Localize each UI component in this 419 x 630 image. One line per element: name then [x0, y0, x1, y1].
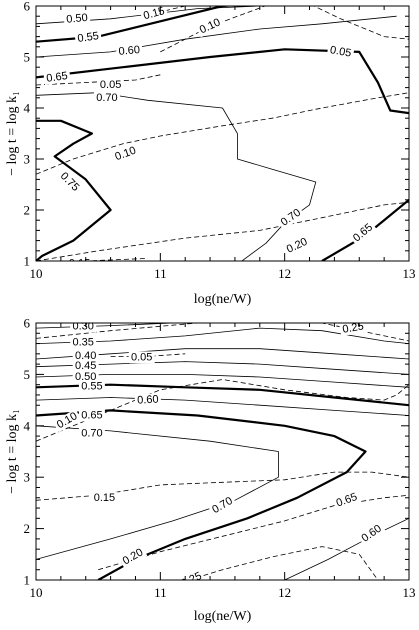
contour-label: 0.45: [75, 360, 96, 372]
contour-line-005-5: [110, 353, 186, 357]
contour-line-025-1: [36, 323, 203, 339]
contour-plot-bottom: 0.30 0.250.350.40 0.050.450.500.550.600.10…: [5, 316, 416, 625]
contour-label: 0.60: [137, 394, 159, 407]
contour-line-065-6: [36, 48, 409, 115]
contour-line-060-15: [284, 517, 409, 580]
contour-line-030-0: [36, 323, 181, 329]
contour-label: 0.30: [72, 321, 93, 333]
x-tick-label: 11: [154, 585, 167, 600]
y-tick-label: 4: [24, 418, 31, 433]
contour-line-070-12: [36, 425, 279, 560]
contour-line-020-14: [98, 494, 409, 571]
x-tick-label: 13: [403, 266, 416, 281]
contour-line-070-8: [36, 92, 317, 261]
contour-plot-top: 0.50 0.150.550.100.60 0.050.650.050.700.10…: [5, 0, 416, 307]
contour-line-010-2: [160, 6, 267, 53]
y-tick-label: 3: [24, 470, 31, 485]
y-tick-label: 6: [24, 0, 31, 14]
y-tick-label: 2: [24, 521, 31, 536]
contour-label: 0.15: [94, 492, 115, 504]
x-tick-label: 10: [30, 585, 43, 600]
contour-label: 0.65: [81, 410, 102, 422]
contour-label: 0.60: [118, 44, 140, 58]
contour-line-065-11: [36, 409, 367, 580]
contour-label: 0.05: [131, 351, 152, 363]
contour-label: 0.65: [335, 491, 359, 510]
contour-line-035-3: [36, 327, 409, 344]
y-tick-label: 2: [24, 203, 31, 218]
contour-label: 0.70: [81, 428, 102, 440]
contour-label: 0.05: [329, 44, 352, 60]
y-axis-label: − log t = log k₁: [5, 91, 20, 176]
y-tick-label: 6: [24, 316, 31, 331]
contour-label: 0.40: [75, 350, 96, 362]
contour-line-015-13: [78, 258, 148, 261]
contour-line-010-10: [36, 92, 409, 175]
contour-label: 0.35: [72, 337, 93, 349]
contour-label: 0.10: [113, 145, 137, 164]
x-axis-label: log(ne/W): [194, 292, 252, 307]
contour-label: 0.50: [75, 371, 96, 383]
contour-label: 0.55: [77, 30, 100, 45]
y-tick-label: 5: [24, 50, 31, 65]
contour-label: 0.15: [69, 258, 90, 270]
contour-label: 0.65: [46, 70, 69, 85]
x-axis-label: log(ne/W): [194, 609, 252, 624]
contour-line-075-9: [36, 119, 112, 261]
contour-line-060-4: [36, 15, 397, 58]
y-axis-label: − log t = log k₁: [5, 409, 20, 494]
contour-label: 0.55: [81, 381, 102, 393]
contour-line-025-2: [319, 323, 409, 342]
contour-label: 0.05: [100, 79, 121, 91]
x-tick-label: 12: [278, 585, 291, 600]
contour-label: 0.70: [96, 92, 117, 104]
contour-label: 0.10: [198, 16, 222, 36]
contour-label: 0.20: [285, 236, 309, 256]
contour-line-005-5: [313, 6, 409, 40]
contour-label: 0.50: [66, 12, 88, 26]
y-tick-label: 5: [24, 367, 31, 382]
x-tick-label: 13: [403, 585, 416, 600]
contour-label: 0.25: [179, 570, 203, 590]
x-tick-label: 12: [278, 266, 291, 281]
contour-line-025-16: [187, 546, 379, 580]
plot-frame: [35, 5, 410, 262]
contour-line-020-12: [36, 201, 409, 261]
y-tick-label: 4: [24, 101, 31, 116]
y-tick-label: 1: [24, 573, 31, 588]
plot-frame: [35, 322, 410, 581]
contour-line-010-10: [36, 379, 409, 442]
x-tick-label: 10: [30, 266, 43, 281]
contour-line-060-9: [36, 397, 409, 416]
x-tick-label: 11: [154, 266, 167, 281]
y-tick-label: 1: [24, 254, 31, 269]
y-tick-label: 3: [24, 152, 31, 167]
